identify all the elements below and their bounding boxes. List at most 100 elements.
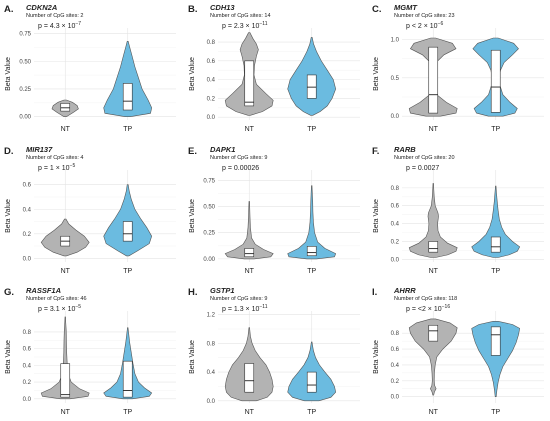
p-value-exponent: −7 — [75, 21, 81, 27]
cpg-sites-subtitle: Number of CpG sites: 4 — [26, 155, 83, 161]
p-value-exponent: −11 — [259, 21, 267, 27]
y-tick-label: 0.00 — [19, 115, 31, 121]
p-value: p = <2 × 10−16 — [406, 304, 450, 313]
y-tick-label: 0.6 — [391, 347, 400, 353]
box-nt — [244, 248, 255, 258]
x-tick-label: TP — [307, 409, 316, 416]
x-tick-label: TP — [491, 409, 500, 416]
y-tick-label: 0.0 — [207, 399, 216, 405]
violin-tp — [103, 41, 153, 117]
y-tick-label: 0.4 — [391, 222, 400, 228]
box-tp — [490, 49, 501, 113]
y-axis-label: Beta Value — [189, 57, 196, 91]
y-tick-label: 0.0 — [207, 115, 216, 121]
box-nt — [60, 103, 71, 112]
box-nt — [428, 46, 439, 114]
panel-letter: C. — [372, 4, 382, 15]
box-tp — [306, 246, 317, 257]
x-tick-label: TP — [491, 268, 500, 275]
violin-tp — [287, 341, 337, 402]
violin-tp — [471, 321, 521, 397]
gene-title: CDKN2A — [26, 3, 57, 12]
y-tick-label: 0.6 — [23, 347, 32, 353]
y-tick-label: 0.00 — [203, 257, 215, 263]
y-tick-label: 0.25 — [19, 87, 31, 93]
p-value-exponent: −6 — [438, 21, 444, 27]
y-tick-label: 0.0 — [391, 114, 400, 120]
p-value: p = 3.1 × 10−5 — [38, 304, 81, 313]
x-tick-label: TP — [491, 126, 500, 133]
p-value: p = 1 × 10−5 — [38, 163, 75, 172]
y-tick-label: 0.4 — [23, 207, 32, 213]
y-tick-label: 0.5 — [391, 76, 400, 82]
x-tick-label: NT — [429, 126, 439, 133]
box-tp — [306, 74, 317, 99]
y-tick-label: 0.2 — [391, 379, 400, 385]
gene-title: GSTP1 — [210, 286, 235, 295]
p-value-base: p = 0.0027 — [406, 165, 439, 172]
p-value-base: p = 1.3 × 10 — [222, 306, 259, 313]
y-axis-label: Beta Value — [5, 57, 12, 91]
gene-title: RASSF1A — [26, 286, 61, 295]
gene-title: CDH13 — [210, 3, 235, 12]
gene-title: DAPK1 — [210, 145, 235, 154]
y-tick-label: 0.4 — [207, 78, 216, 84]
p-value-base: p = <2 × 10 — [406, 306, 442, 313]
p-value: p = 1.3 × 10−11 — [222, 304, 268, 313]
violin-tp — [103, 184, 153, 257]
gene-title: AHRR — [393, 286, 416, 295]
y-tick-label: 0.25 — [203, 231, 215, 237]
gene-title: MIR137 — [26, 145, 53, 154]
y-tick-label: 0.4 — [207, 370, 216, 376]
x-tick-label: NT — [245, 126, 255, 133]
y-tick-label: 0.6 — [207, 59, 216, 65]
y-tick-label: 0.8 — [207, 40, 216, 46]
cpg-sites-subtitle: Number of CpG sites: 23 — [394, 13, 455, 19]
p-value-base: p = 0.00026 — [222, 165, 259, 172]
y-tick-label: 0.50 — [19, 59, 31, 65]
box-tp — [122, 360, 133, 398]
p-value-exponent: −16 — [442, 304, 451, 310]
y-tick-label: 0.2 — [23, 380, 32, 386]
p-value-base: p = 1 × 10 — [38, 165, 70, 172]
panel-letter: I. — [372, 287, 377, 298]
box-nt — [244, 60, 255, 107]
p-value: p = 2.3 × 10−11 — [222, 21, 268, 30]
y-axis-label: Beta Value — [373, 57, 380, 91]
cpg-sites-subtitle: Number of CpG sites: 118 — [394, 296, 457, 302]
box-nt — [428, 324, 439, 342]
x-tick-label: TP — [307, 126, 316, 133]
y-axis-label: Beta Value — [373, 199, 380, 233]
y-tick-label: 0.6 — [23, 183, 32, 189]
y-axis-label: Beta Value — [373, 340, 380, 374]
x-tick-label: NT — [61, 126, 71, 133]
y-tick-label: 0.8 — [391, 186, 400, 192]
y-tick-label: 0.2 — [391, 239, 400, 245]
cpg-sites-subtitle: Number of CpG sites: 14 — [210, 13, 271, 19]
x-tick-label: TP — [123, 126, 132, 133]
y-tick-label: 0.0 — [391, 257, 400, 263]
gene-title: MGMT — [394, 3, 418, 12]
x-tick-label: NT — [429, 268, 439, 275]
p-value: p = 0.0027 — [406, 165, 439, 172]
box-tp — [122, 83, 133, 111]
gene-title: RARB — [394, 145, 416, 154]
cpg-sites-subtitle: Number of CpG sites: 9 — [210, 296, 267, 302]
y-tick-label: 0.4 — [391, 363, 400, 369]
panel-letter: B. — [188, 4, 198, 15]
y-tick-label: 0.8 — [207, 341, 216, 347]
box-nt — [428, 241, 439, 253]
p-value: p = 4.3 × 10−7 — [38, 21, 81, 30]
cpg-sites-subtitle: Number of CpG sites: 46 — [26, 296, 87, 302]
y-tick-label: 0.8 — [391, 331, 400, 337]
y-tick-label: 0.0 — [23, 256, 32, 262]
x-tick-label: TP — [123, 409, 132, 416]
p-value-exponent: −11 — [259, 304, 267, 310]
